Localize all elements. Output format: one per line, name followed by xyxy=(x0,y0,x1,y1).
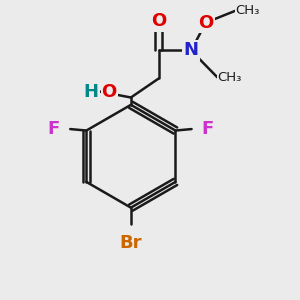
Text: F: F xyxy=(48,120,60,138)
Text: Br: Br xyxy=(120,234,142,252)
Text: H: H xyxy=(84,82,99,100)
Text: CH₃: CH₃ xyxy=(218,71,242,84)
Text: N: N xyxy=(184,41,199,59)
Text: O: O xyxy=(151,12,166,30)
Text: O: O xyxy=(198,14,213,32)
Text: CH₃: CH₃ xyxy=(235,4,260,17)
Text: F: F xyxy=(202,120,214,138)
Text: O: O xyxy=(101,82,117,100)
